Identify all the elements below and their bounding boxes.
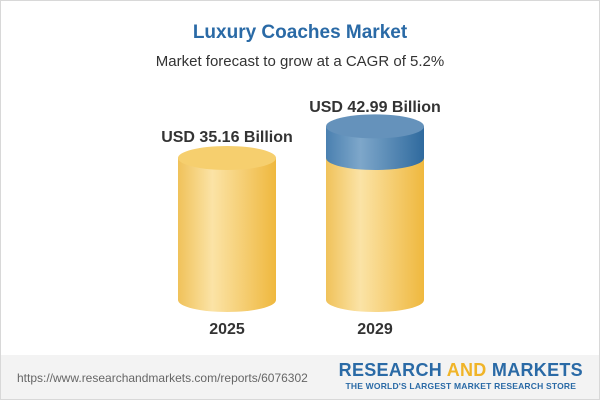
bar-2025-base <box>178 158 276 312</box>
cylinder-chart: USD 35.16 Billion USD 42.99 Billion 2025… <box>161 99 441 338</box>
research-and-markets-logo: RESEARCH AND MARKETS THE WORLD'S LARGEST… <box>339 360 583 391</box>
bar-2029-growth <box>326 126 424 170</box>
category-label-2029: 2029 <box>357 321 393 338</box>
logo-tagline: THE WORLD'S LARGEST MARKET RESEARCH STOR… <box>345 381 577 391</box>
bar-2029-top <box>326 114 424 139</box>
footer: https://www.researchandmarkets.com/repor… <box>1 355 599 399</box>
logo-text-research: RESEARCH <box>338 360 447 380</box>
chart-subtitle: Market forecast to grow at a CAGR of 5.2… <box>155 53 445 70</box>
logo-text-and: AND <box>446 360 487 380</box>
data-label-2025: USD 35.16 Billion <box>161 129 293 146</box>
chart-title: Luxury Coaches Market <box>192 22 408 43</box>
bar-2029-base <box>326 158 424 312</box>
source-url[interactable]: https://www.researchandmarkets.com/repor… <box>17 371 308 385</box>
category-label-2025: 2025 <box>209 321 245 338</box>
logo-text-markets: MARKETS <box>486 360 583 380</box>
data-label-2029: USD 42.99 Billion <box>309 99 441 116</box>
bar-2025-top <box>178 146 276 170</box>
